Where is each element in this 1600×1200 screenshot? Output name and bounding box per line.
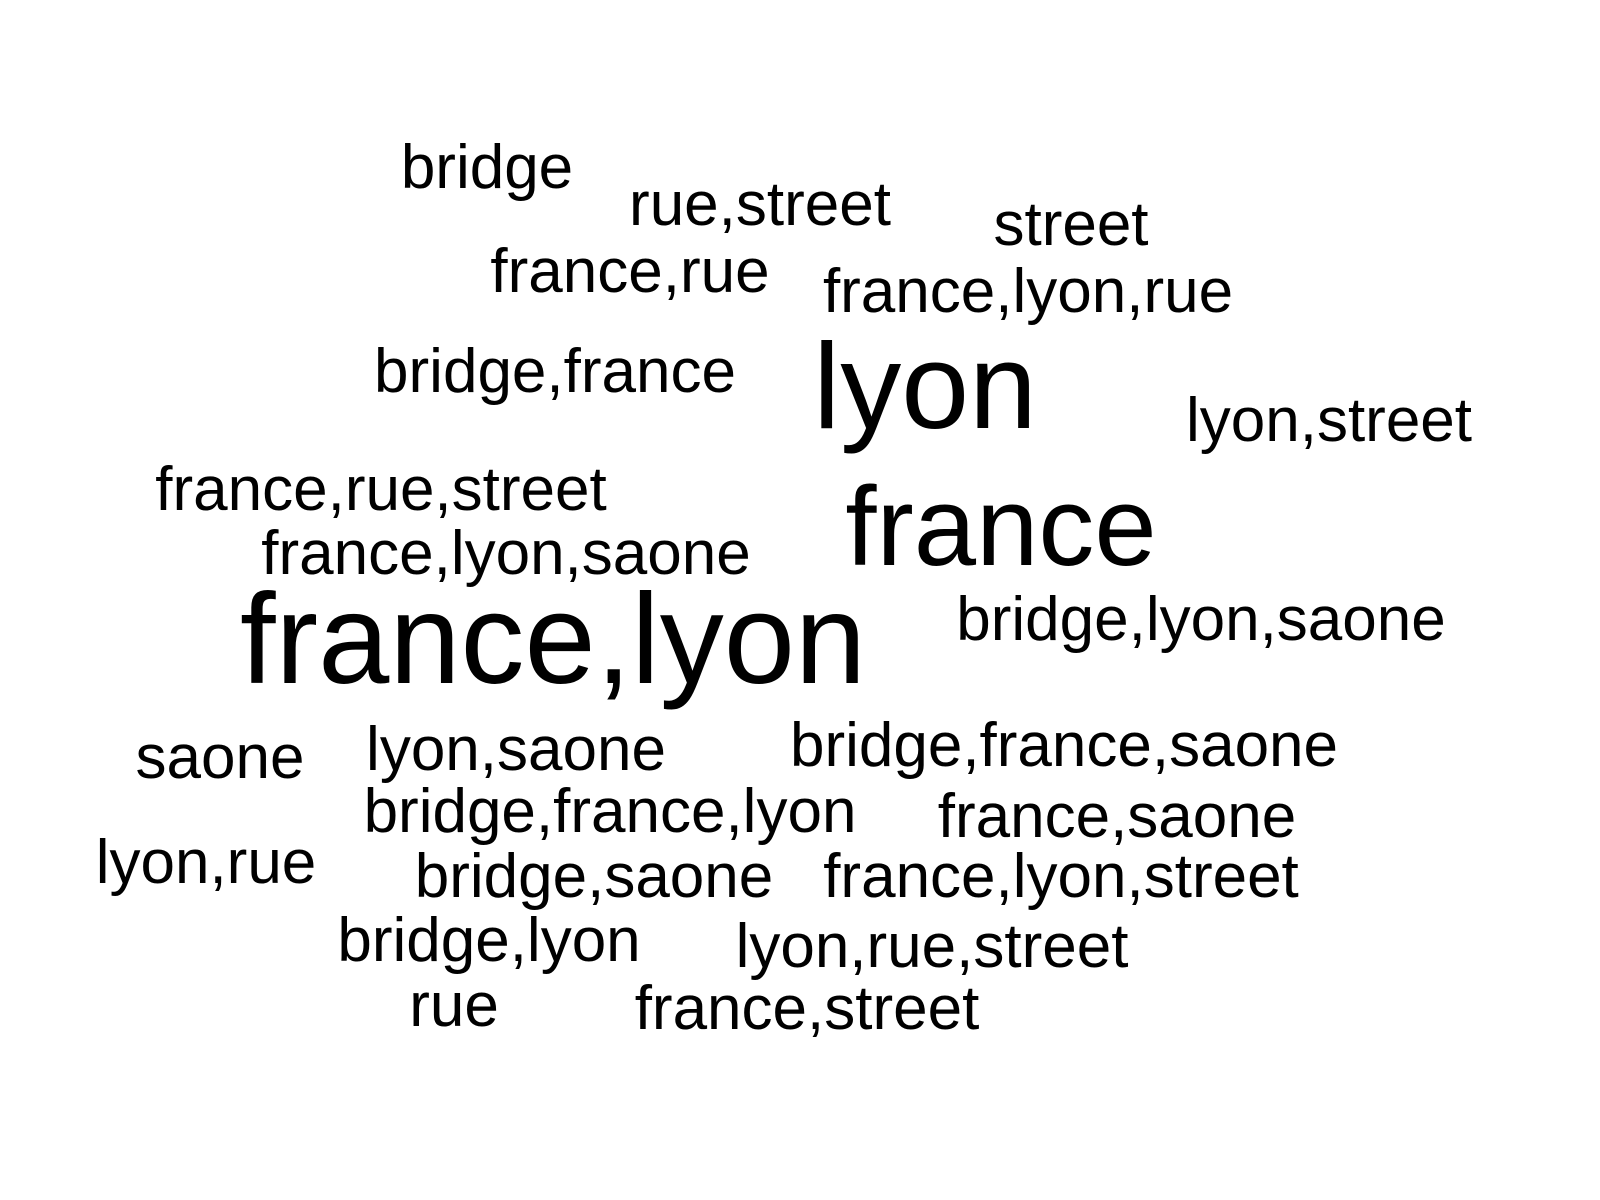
word-france-street: france,street [634, 974, 980, 1043]
word-bridge-france-lyon: bridge,france,lyon [363, 777, 857, 846]
word-lyon-street: lyon,street [1185, 386, 1473, 455]
word-rue: rue [409, 971, 499, 1040]
word-rue-street: rue,street [629, 170, 891, 239]
word-bridge-lyon: bridge,lyon [337, 906, 641, 975]
word-france-rue: france,rue [490, 237, 770, 306]
word-saone: saone [135, 723, 305, 792]
word-france-lyon: france,lyon [239, 568, 867, 711]
word-lyon-rue-street: lyon,rue,street [735, 912, 1129, 981]
word-france-lyon-rue: france,lyon,rue [822, 257, 1234, 326]
word-bridge-lyon-saone: bridge,lyon,saone [956, 585, 1446, 654]
word-street: street [993, 190, 1149, 259]
word-france: france [845, 464, 1157, 589]
word-france-rue-street: france,rue,street [155, 455, 607, 524]
word-lyon: lyon [813, 318, 1037, 454]
word-lyon-saone: lyon,saone [366, 715, 666, 784]
word-bridge-saone: bridge,saone [414, 842, 774, 911]
word-bridge: bridge [400, 133, 574, 202]
word-bridge-france-saone: bridge,france,saone [789, 711, 1339, 780]
word-france-lyon-saone: france,lyon,saone [261, 519, 751, 588]
word-lyon-rue: lyon,rue [95, 828, 317, 897]
word-france-saone: france,saone [937, 782, 1297, 851]
word-france-lyon-street: france,lyon,street [823, 842, 1299, 911]
word-bridge-france: bridge,france [374, 337, 736, 406]
